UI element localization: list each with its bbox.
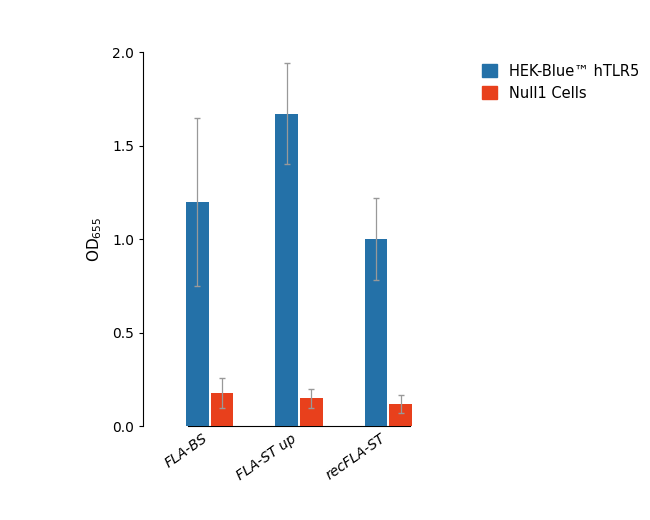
Bar [365,239,387,426]
Bar [187,202,209,426]
Bar [389,404,411,426]
Bar [300,398,322,426]
Y-axis label: OD$_{655}$: OD$_{655}$ [85,217,103,262]
Legend: HEK-Blue™ hTLR5, Null1 Cells: HEK-Blue™ hTLR5, Null1 Cells [478,59,643,106]
Bar [211,393,233,426]
Bar [276,114,298,426]
